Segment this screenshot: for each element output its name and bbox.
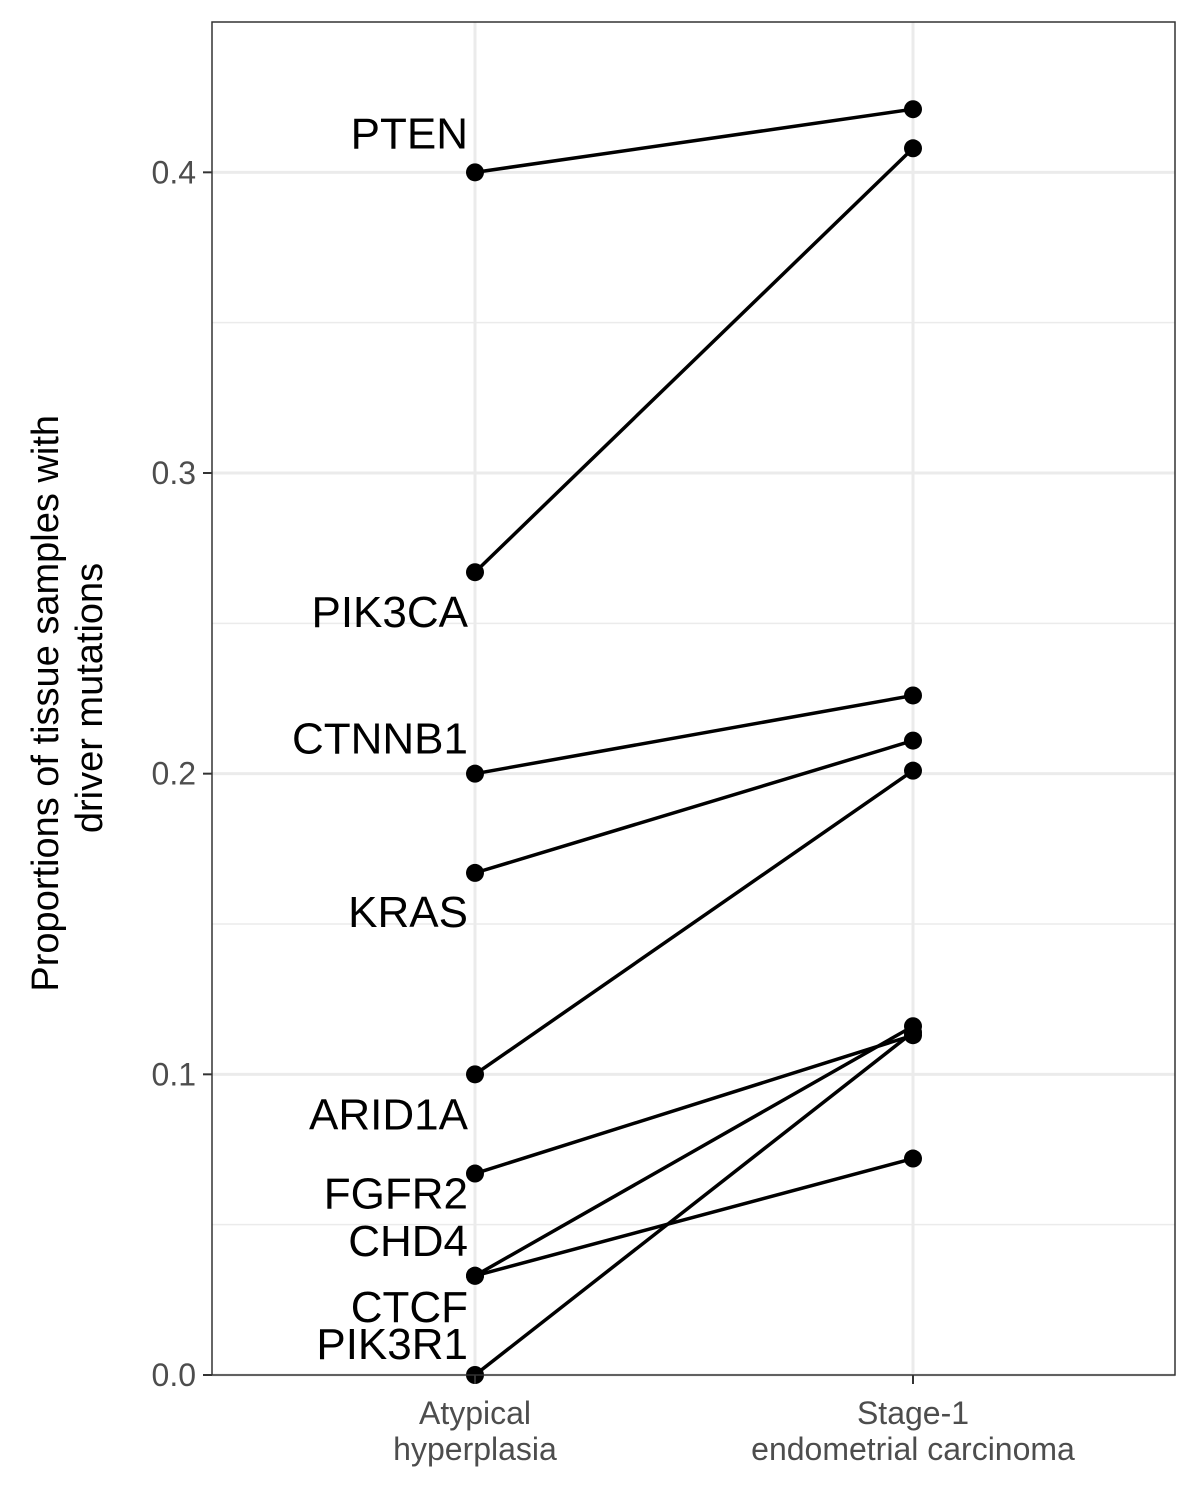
series-pten <box>466 100 922 182</box>
series-line <box>474 1024 914 1278</box>
data-point <box>466 1164 484 1183</box>
x-tick-label: Stage-1 endometrial carcinoma <box>751 1395 1075 1467</box>
y-axis: 0.0 0.1 0.2 0.3 0.4 <box>152 154 212 1393</box>
series-ctnnb1 <box>466 686 922 783</box>
series-line <box>474 1156 914 1278</box>
data-point <box>904 1149 922 1168</box>
gene-label-kras: KRAS <box>348 888 468 937</box>
data-point <box>904 686 922 705</box>
y-axis-title: Proportions of tissue samples with drive… <box>25 404 111 991</box>
gene-label-pten: PTEN <box>351 109 468 158</box>
data-point <box>904 761 922 780</box>
data-point <box>466 1065 484 1084</box>
series-line <box>474 738 914 875</box>
gene-label-pik3ca: PIK3CA <box>311 588 468 637</box>
data-point <box>904 100 922 119</box>
data-point <box>466 163 484 182</box>
series-layer <box>466 100 922 1384</box>
x-tick-label-line: Stage-1 <box>857 1395 969 1431</box>
x-tick-label-line: Atypical <box>419 1395 531 1431</box>
y-tick-label: 0.1 <box>152 1056 196 1092</box>
x-axis: Atypical hyperplasia Stage-1 endometrial ca… <box>393 1375 1075 1467</box>
x-tick-label-line: hyperplasia <box>393 1431 557 1467</box>
gene-label-ctcf: CTCF <box>351 1283 468 1332</box>
data-point <box>904 1023 922 1042</box>
series-line <box>474 693 914 776</box>
y-tick-label: 0.2 <box>152 756 196 792</box>
data-point <box>466 1266 484 1285</box>
gene-label-arid1a: ARID1A <box>309 1090 469 1139</box>
y-axis-title-line-1: Proportions of tissue samples with <box>25 415 67 992</box>
series-line <box>474 107 914 175</box>
series-pik3ca <box>466 139 922 582</box>
plot-border <box>211 21 1176 1376</box>
y-tick-label: 0.4 <box>152 154 196 190</box>
data-point <box>904 139 922 158</box>
series-line <box>474 769 914 1076</box>
x-tick-label-line: endometrial carcinoma <box>751 1431 1075 1467</box>
series-line <box>473 1030 915 1377</box>
y-tick-label: 0.3 <box>152 455 196 491</box>
series-pik3r1 <box>466 1023 922 1384</box>
series-line <box>474 1033 914 1176</box>
x-tick-label: Atypical hyperplasia <box>393 1395 557 1467</box>
y-tick-label: 0.0 <box>152 1357 196 1393</box>
gene-label-fgfr2: FGFR2 <box>324 1170 468 1219</box>
data-point <box>466 863 484 882</box>
gene-label-chd4: CHD4 <box>348 1217 468 1266</box>
series-arid1a <box>466 761 922 1084</box>
y-axis-title-line-2: driver mutations <box>69 563 111 833</box>
data-point <box>466 764 484 783</box>
gene-label-pik3r1: PIK3R1 <box>316 1320 468 1369</box>
data-point <box>466 563 484 582</box>
series-kras <box>466 731 922 882</box>
data-point <box>904 731 922 750</box>
series-line <box>473 147 915 574</box>
gene-label-ctnnb1: CTNNB1 <box>292 715 468 764</box>
